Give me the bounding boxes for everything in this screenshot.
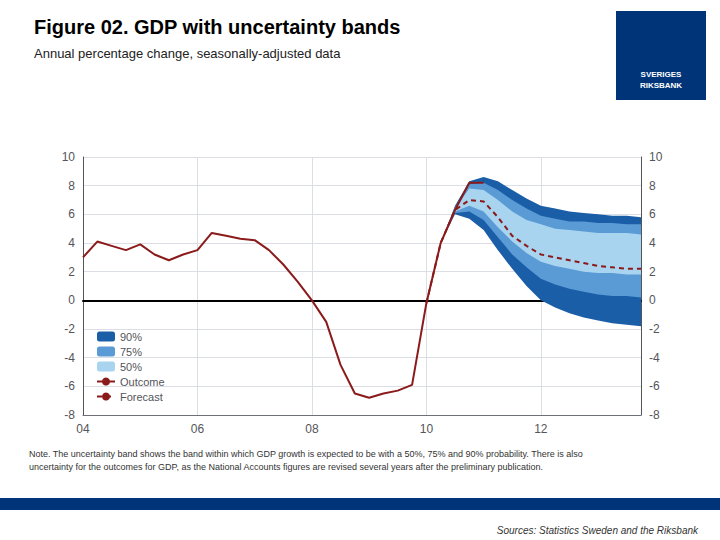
svg-text:RIKSBANK: RIKSBANK [640, 81, 682, 90]
svg-text:8: 8 [68, 179, 75, 193]
svg-text:-2: -2 [649, 322, 660, 336]
svg-text:4: 4 [649, 236, 656, 250]
svg-text:50%: 50% [120, 361, 142, 373]
svg-text:Forecast: Forecast [120, 391, 163, 403]
svg-text:Outcome: Outcome [120, 376, 165, 388]
svg-text:90%: 90% [120, 331, 142, 343]
svg-text:75%: 75% [120, 346, 142, 358]
svg-text:SVERIGES: SVERIGES [641, 70, 683, 79]
svg-text:10: 10 [62, 150, 76, 164]
svg-text:6: 6 [649, 207, 656, 221]
svg-text:Figure 02. GDP with uncertaint: Figure 02. GDP with uncertainty bands [34, 16, 400, 38]
svg-text:12: 12 [534, 422, 548, 436]
svg-text:-6: -6 [64, 379, 75, 393]
svg-text:2: 2 [68, 265, 75, 279]
svg-text:Sources: Statistics Sweden and: Sources: Statistics Sweden and the Riksb… [497, 525, 699, 536]
svg-text:8: 8 [649, 179, 656, 193]
svg-text:Annual percentage change, seas: Annual percentage change, seasonally-adj… [34, 46, 341, 61]
svg-text:-6: -6 [649, 379, 660, 393]
svg-text:-4: -4 [649, 351, 660, 365]
svg-text:0: 0 [649, 293, 656, 307]
svg-text:-8: -8 [64, 408, 75, 422]
svg-text:-2: -2 [64, 322, 75, 336]
svg-text:06: 06 [191, 422, 205, 436]
svg-text:uncertainty for the outcomes f: uncertainty for the outcomes for GDP, as… [29, 462, 543, 472]
svg-text:-4: -4 [64, 351, 75, 365]
svg-text:-8: -8 [649, 408, 660, 422]
svg-text:04: 04 [76, 422, 90, 436]
svg-text:2: 2 [649, 265, 656, 279]
svg-text:Note. The uncertainty band sho: Note. The uncertainty band shows the ban… [29, 449, 583, 459]
svg-text:08: 08 [305, 422, 319, 436]
svg-text:10: 10 [420, 422, 434, 436]
svg-text:6: 6 [68, 207, 75, 221]
svg-text:4: 4 [68, 236, 75, 250]
svg-text:10: 10 [649, 150, 663, 164]
svg-text:0: 0 [68, 293, 75, 307]
